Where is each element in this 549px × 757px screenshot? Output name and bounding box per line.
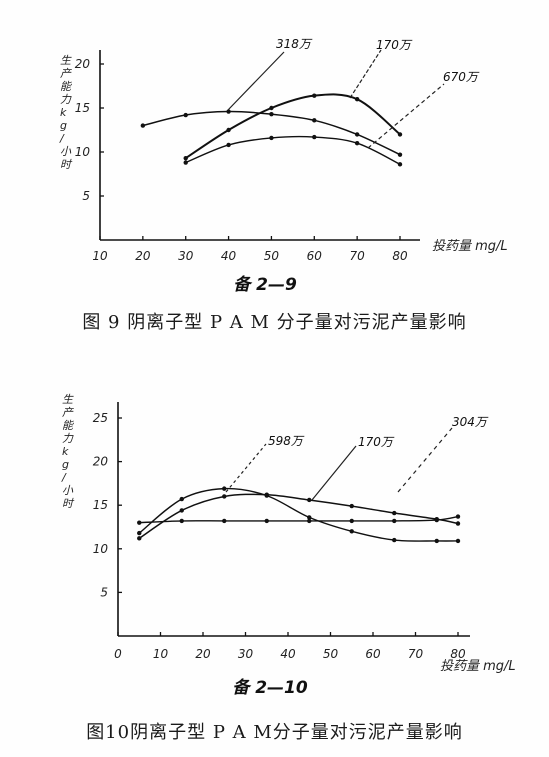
chart-1-data-point xyxy=(397,152,403,157)
chart-2-data-point xyxy=(455,521,461,526)
chart-2-y-tick-label: 25 xyxy=(93,411,108,425)
chart-2-x-tick-label: 80 xyxy=(450,647,466,661)
chart-2-data-point xyxy=(264,518,269,524)
chart-2-data-point xyxy=(222,494,227,499)
chart-2-x-tick-label: 60 xyxy=(365,647,381,661)
chart-1-data-point xyxy=(354,141,360,146)
chart-1-series-leader-0 xyxy=(227,51,285,111)
chart-2-y-tick-label: 5 xyxy=(100,585,108,599)
chart-1-x-tick-label: 70 xyxy=(350,249,366,263)
chart-2-x-axis-label: 投药量 mg/L xyxy=(440,659,516,674)
chart-1: 10 20 30 40 50 60 70 80 5 10 15 20 生产能力 k g/小时 投药量 mg/L… xyxy=(0,0,549,300)
chart-1-x-tick-label: 30 xyxy=(178,249,194,263)
chart-2-series-leader-0 xyxy=(225,443,267,493)
chart-1-data-point xyxy=(397,162,403,167)
chart-2-x-tick-label: 70 xyxy=(408,647,424,661)
chart-1-x-tick-label: 80 xyxy=(392,249,408,263)
chart-2-data-point xyxy=(455,538,461,544)
chart-1-data-point xyxy=(354,132,360,137)
chart-2-data-point xyxy=(349,503,354,509)
chart-1-series-line-0 xyxy=(142,110,401,156)
chart-1-x-tick-label: 10 xyxy=(92,249,108,263)
chart-2-data-point xyxy=(307,518,312,524)
chart-1-x-tick-label: 40 xyxy=(221,249,237,263)
chart-2-figure-label: 备 2—10 xyxy=(232,678,308,698)
chart-2-y-tick-label: 15 xyxy=(93,498,108,512)
chart-1-data-point xyxy=(269,105,274,111)
chart-1-data-point xyxy=(312,118,317,123)
chart-2-data-point xyxy=(179,508,184,513)
chart-2-data-point xyxy=(222,486,227,491)
chart-2-data-point xyxy=(307,497,312,503)
chart-2-y-axis-label: 生产能力 k g/小时 xyxy=(61,393,75,510)
chart-1-series-label-0: 318万 xyxy=(276,37,313,51)
chart-1-series-label-2: 670万 xyxy=(443,70,480,84)
chart-2-x-tick-label: 30 xyxy=(238,647,254,661)
chart-1-figure-label: 备 2—9 xyxy=(233,275,297,295)
chart-1-series-line-2 xyxy=(185,135,401,165)
chart-2-x-tick-label: 20 xyxy=(195,647,211,661)
chart-2-data-point xyxy=(264,492,269,497)
chart-1-data-point xyxy=(354,97,360,102)
chart-1-caption: 图 9 阴离子型 P A M 分子量对污泥产量影响 xyxy=(82,312,467,333)
chart-2-data-point xyxy=(137,520,142,525)
chart-1-data-point xyxy=(269,135,274,141)
chart-1-x-tick-label: 60 xyxy=(307,249,323,263)
chart-2-series-label-1: 170万 xyxy=(358,435,395,449)
chart-1-y-tick-label: 15 xyxy=(75,101,90,115)
chart-2-x-tick-label: 10 xyxy=(153,647,169,661)
chart-1-series-line-1 xyxy=(185,93,401,159)
chart-2-series-leader-1 xyxy=(311,445,357,501)
chart-2-data-point xyxy=(222,518,227,524)
chart-2-x-tick-label: 0 xyxy=(114,647,122,661)
chart-2-data-point xyxy=(455,514,461,519)
chart-1-data-point xyxy=(226,142,231,148)
chart-1-y-tick-label: 10 xyxy=(75,145,91,159)
chart-2-series-label-0: 598万 xyxy=(268,434,305,448)
chart-1-data-point xyxy=(183,160,188,165)
chart-2-series-line-2 xyxy=(139,515,459,524)
chart-2-data-point xyxy=(434,538,439,544)
chart-2-data-point xyxy=(392,518,397,524)
chart-2-data-point xyxy=(307,515,312,520)
chart-1-x-tick-label: 50 xyxy=(264,249,280,263)
chart-2: 0 10 20 30 40 50 60 70 80 5 10 15 20 25 生产能力 k g/小时投药量 m… xyxy=(0,380,549,700)
chart-1-x-tick-label: 20 xyxy=(135,249,151,263)
chart-2-y-tick-label: 10 xyxy=(93,542,109,556)
chart-2-caption: 图10阴离子型 P A M分子量对污泥产量影响 xyxy=(86,722,463,743)
chart-1-y-tick-label: 5 xyxy=(82,189,90,203)
chart-2-series-line-1 xyxy=(138,493,459,539)
chart-1-data-point xyxy=(397,132,403,137)
chart-2-data-point xyxy=(349,518,354,524)
chart-2-data-point xyxy=(434,517,439,523)
chart-1-data-point xyxy=(183,155,188,161)
chart-2-data-point xyxy=(179,496,184,502)
chart-1-series-label-1: 170万 xyxy=(376,38,413,52)
chart-2-data-point xyxy=(137,530,142,536)
chart-1-series-leader-2 xyxy=(367,83,445,149)
chart-1-data-point xyxy=(312,134,317,140)
chart-1-data-point xyxy=(226,127,231,133)
chart-2-x-tick-label: 50 xyxy=(323,647,339,661)
chart-2-x-tick-label: 40 xyxy=(280,647,296,661)
chart-2-series-label-2: 304万 xyxy=(452,415,489,429)
chart-1-data-point xyxy=(269,111,274,117)
chart-2-data-point xyxy=(137,536,142,541)
chart-2-series-leader-2 xyxy=(397,427,453,493)
chart-1-series-leader-1 xyxy=(349,49,382,99)
chart-2-y-tick-label: 20 xyxy=(93,455,109,469)
chart-1-y-axis-label: 生产能力 k g/小时 xyxy=(59,54,73,171)
chart-1-data-point xyxy=(226,109,231,114)
chart-1-data-point xyxy=(183,112,188,118)
chart-2-data-point xyxy=(179,518,184,524)
chart-2-data-point xyxy=(392,537,397,543)
chart-1-y-tick-label: 20 xyxy=(75,57,91,71)
chart-1-data-point xyxy=(140,123,146,128)
chart-2-data-point xyxy=(392,510,397,516)
chart-2-data-point xyxy=(349,529,354,534)
chart-1-data-point xyxy=(312,93,317,98)
chart-1-x-axis-label: 投药量 mg/L xyxy=(432,239,508,254)
